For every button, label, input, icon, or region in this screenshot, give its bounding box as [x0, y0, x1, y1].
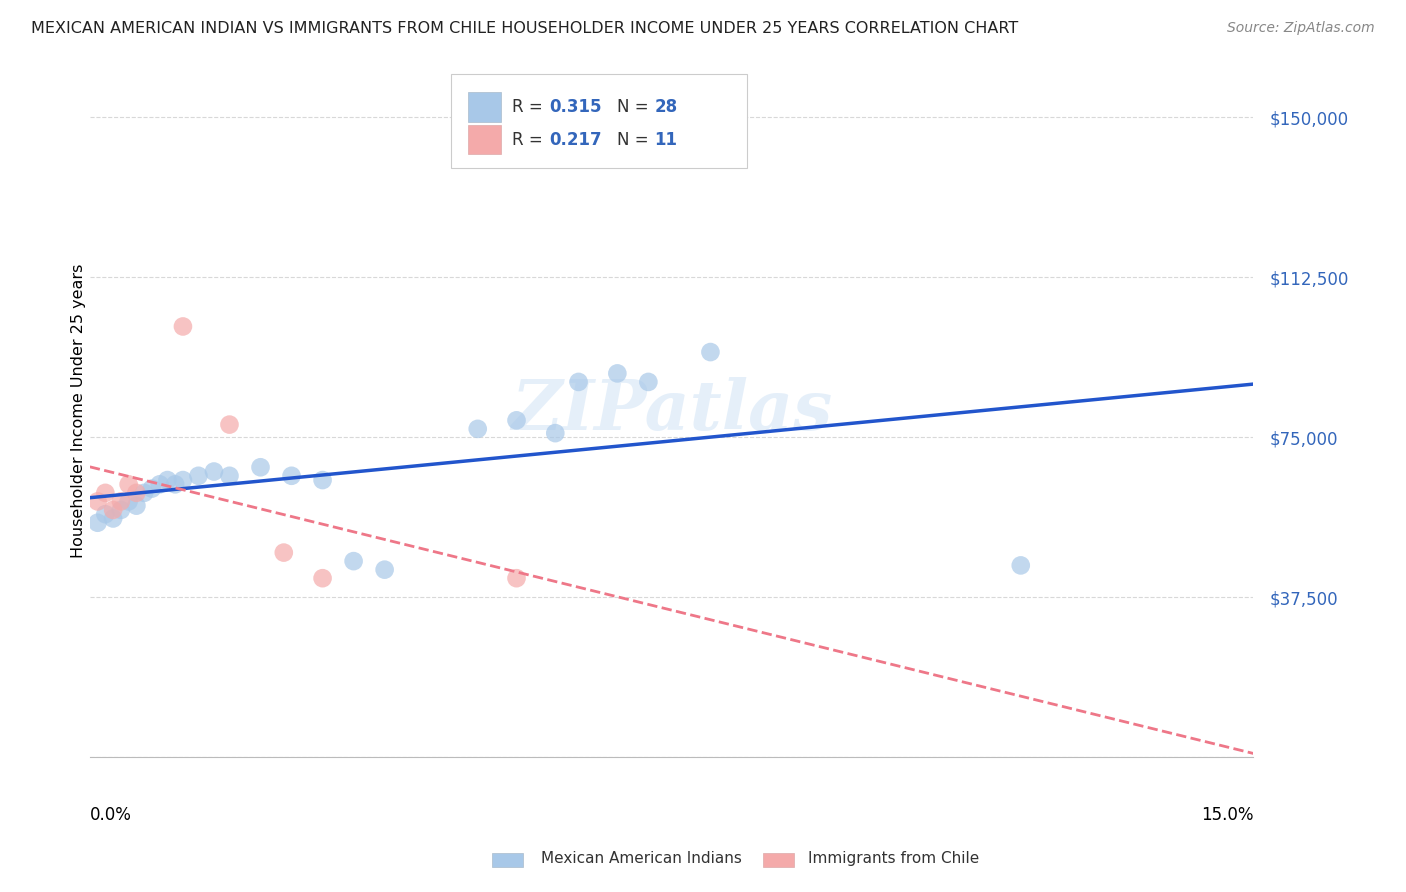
- Point: [544, 426, 567, 441]
- Point: [606, 367, 628, 381]
- Point: [1010, 558, 1032, 573]
- Text: ZIPatlas: ZIPatlas: [510, 377, 832, 444]
- Point: [172, 319, 194, 334]
- FancyBboxPatch shape: [468, 125, 501, 154]
- Point: [374, 563, 396, 577]
- Point: [187, 468, 209, 483]
- Point: [141, 482, 163, 496]
- FancyBboxPatch shape: [450, 74, 748, 168]
- Text: Mexican American Indians: Mexican American Indians: [541, 851, 742, 865]
- Text: 0.315: 0.315: [550, 98, 602, 116]
- Text: MEXICAN AMERICAN INDIAN VS IMMIGRANTS FROM CHILE HOUSEHOLDER INCOME UNDER 25 YEA: MEXICAN AMERICAN INDIAN VS IMMIGRANTS FR…: [31, 21, 1018, 36]
- Point: [280, 468, 302, 483]
- Point: [311, 571, 333, 585]
- Text: R =: R =: [512, 130, 548, 149]
- Point: [165, 477, 187, 491]
- Point: [134, 486, 156, 500]
- Text: 0.217: 0.217: [550, 130, 602, 149]
- Point: [101, 511, 124, 525]
- Point: [505, 571, 527, 585]
- Point: [101, 503, 124, 517]
- Text: 11: 11: [654, 130, 678, 149]
- Point: [149, 477, 172, 491]
- Text: 28: 28: [654, 98, 678, 116]
- Point: [273, 546, 295, 560]
- Point: [218, 417, 240, 432]
- Point: [699, 345, 721, 359]
- Point: [568, 375, 591, 389]
- Text: Source: ZipAtlas.com: Source: ZipAtlas.com: [1227, 21, 1375, 35]
- Point: [94, 507, 117, 521]
- Point: [125, 486, 148, 500]
- Point: [125, 499, 148, 513]
- Point: [249, 460, 271, 475]
- Point: [94, 486, 117, 500]
- Point: [117, 494, 139, 508]
- Point: [110, 494, 132, 508]
- Text: 15.0%: 15.0%: [1201, 806, 1254, 824]
- Point: [156, 473, 179, 487]
- Y-axis label: Householder Income Under 25 years: Householder Income Under 25 years: [72, 263, 86, 558]
- Point: [86, 494, 108, 508]
- Text: 0.0%: 0.0%: [90, 806, 132, 824]
- Point: [311, 473, 333, 487]
- Point: [117, 477, 139, 491]
- Point: [467, 422, 489, 436]
- Point: [202, 465, 225, 479]
- Point: [110, 503, 132, 517]
- Point: [86, 516, 108, 530]
- Text: R =: R =: [512, 98, 548, 116]
- Point: [505, 413, 527, 427]
- Text: Immigrants from Chile: Immigrants from Chile: [808, 851, 980, 865]
- Point: [218, 468, 240, 483]
- FancyBboxPatch shape: [468, 93, 501, 121]
- Point: [637, 375, 659, 389]
- Text: N =: N =: [617, 130, 654, 149]
- Point: [172, 473, 194, 487]
- Text: N =: N =: [617, 98, 654, 116]
- Point: [342, 554, 364, 568]
